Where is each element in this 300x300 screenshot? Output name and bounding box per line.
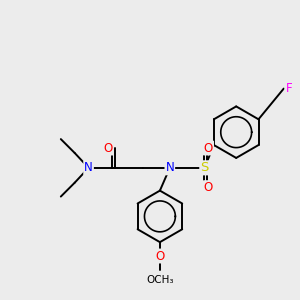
Text: O: O	[204, 181, 213, 194]
Text: N: N	[84, 161, 93, 174]
Text: F: F	[285, 82, 292, 95]
Text: OCH₃: OCH₃	[146, 275, 174, 285]
Text: O: O	[204, 142, 213, 154]
Text: O: O	[104, 142, 113, 154]
Text: O: O	[155, 250, 164, 262]
Text: N: N	[165, 161, 174, 174]
Text: S: S	[200, 161, 209, 174]
